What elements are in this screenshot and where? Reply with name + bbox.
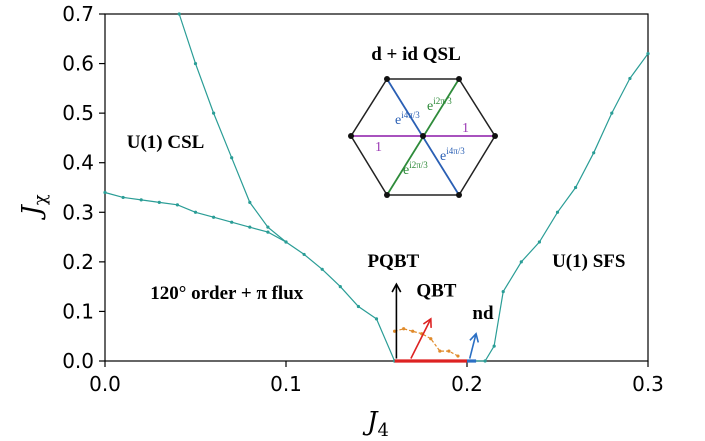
inset-label-green-lower: ei2π/3 xyxy=(403,160,428,178)
series-1-point xyxy=(248,225,252,229)
series-2-point xyxy=(628,76,632,81)
y-tick-label: 0.3 xyxy=(62,200,94,224)
series-0-point xyxy=(338,285,342,289)
y-tick-label: 0.0 xyxy=(62,349,94,373)
series-2-point xyxy=(592,151,596,155)
plot-frame xyxy=(104,13,649,362)
x-tick-label: 0.0 xyxy=(89,372,121,396)
series-1-point xyxy=(284,240,288,244)
y-tick-label: 0.6 xyxy=(62,52,94,76)
series-line-0 xyxy=(178,13,396,362)
series-0-point xyxy=(248,200,252,204)
y-tick-label: 0.4 xyxy=(62,151,94,175)
inset-lattice: d + id QSL ei4π/3 ei2π/3 1 1 ei2π/3 ei4π… xyxy=(348,44,498,198)
y-tick-label: 0.1 xyxy=(62,299,94,323)
x-tick-label: 0.1 xyxy=(270,372,302,396)
series-2-point xyxy=(537,240,542,244)
series-0-point xyxy=(193,61,198,66)
series-3-point xyxy=(393,329,397,333)
series-2-point xyxy=(483,359,487,363)
arrow-2-head xyxy=(469,332,480,343)
series-1-point xyxy=(212,215,216,219)
annotation-0: U(1) CSL xyxy=(127,132,205,153)
arrow-layer xyxy=(391,282,480,359)
series-2-point xyxy=(646,52,650,56)
series-2-point xyxy=(519,260,523,264)
inset-label-left: 1 xyxy=(375,140,382,155)
annotation-4: nd xyxy=(472,303,494,324)
series-2-point xyxy=(555,210,560,214)
series-1-point xyxy=(139,198,143,202)
inset-sites xyxy=(348,76,498,198)
series-2-point xyxy=(610,111,614,115)
annotation-3: QBT xyxy=(416,281,456,302)
inset-label-blue-lower: ei4π/3 xyxy=(440,146,465,164)
series-line-2 xyxy=(394,53,649,362)
annotation-2: PQBT xyxy=(367,251,419,272)
arrow-0-head xyxy=(391,282,402,293)
y-tick-label: 0.5 xyxy=(62,101,94,125)
series-0-point xyxy=(302,252,306,257)
series-0-point xyxy=(320,267,324,271)
series-0-point xyxy=(374,317,379,321)
series-0-point xyxy=(356,304,360,309)
series-2-point xyxy=(492,344,496,348)
x-tick-label: 0.2 xyxy=(451,372,483,396)
arrow-1-head xyxy=(422,317,432,328)
series-1-point xyxy=(121,195,125,200)
series-1-point xyxy=(266,230,270,234)
arrow-1-shaft xyxy=(410,318,432,359)
axes xyxy=(104,13,649,362)
annotation-5: 120° order + π flux xyxy=(150,283,304,304)
x-axis-label: J4 xyxy=(362,407,389,441)
series-layer xyxy=(103,12,650,363)
series-1-point xyxy=(175,203,179,207)
series-1-point xyxy=(230,220,234,224)
annotation-layer: U(1) CSL U(1) SFS PQBT QBT nd 120° order + π … xyxy=(127,132,626,324)
series-3-point xyxy=(447,349,451,353)
series-line-1 xyxy=(104,191,287,243)
ticks: 0.0 0.1 0.2 0.3 0.0 0.1 0.2 0.3 0.4 0.5 0.6 0.7 xyxy=(62,2,664,396)
series-0-point xyxy=(230,156,234,160)
x-tick-label: 0.3 xyxy=(632,372,664,396)
series-3-point xyxy=(402,327,406,331)
y-axis-label: Jχ xyxy=(17,194,51,220)
series-3-point xyxy=(456,354,460,358)
series-2-point xyxy=(501,290,505,294)
inset-title: d + id QSL xyxy=(371,44,461,65)
series-2-point xyxy=(574,185,578,190)
series-0-point xyxy=(177,12,181,16)
series-1-point xyxy=(103,190,107,195)
series-3-point xyxy=(438,349,442,353)
series-1-point xyxy=(157,200,161,204)
arrow-2-shaft xyxy=(468,333,477,359)
series-3-point xyxy=(429,337,433,341)
y-tick-label: 0.2 xyxy=(62,250,94,274)
series-1-point xyxy=(193,210,198,214)
series-3-point xyxy=(411,329,415,333)
annotation-1: U(1) SFS xyxy=(552,251,625,272)
series-0-point xyxy=(266,225,270,229)
inset-label-right: 1 xyxy=(462,121,469,136)
series-0-point xyxy=(212,111,216,115)
y-tick-label: 0.7 xyxy=(62,2,94,26)
